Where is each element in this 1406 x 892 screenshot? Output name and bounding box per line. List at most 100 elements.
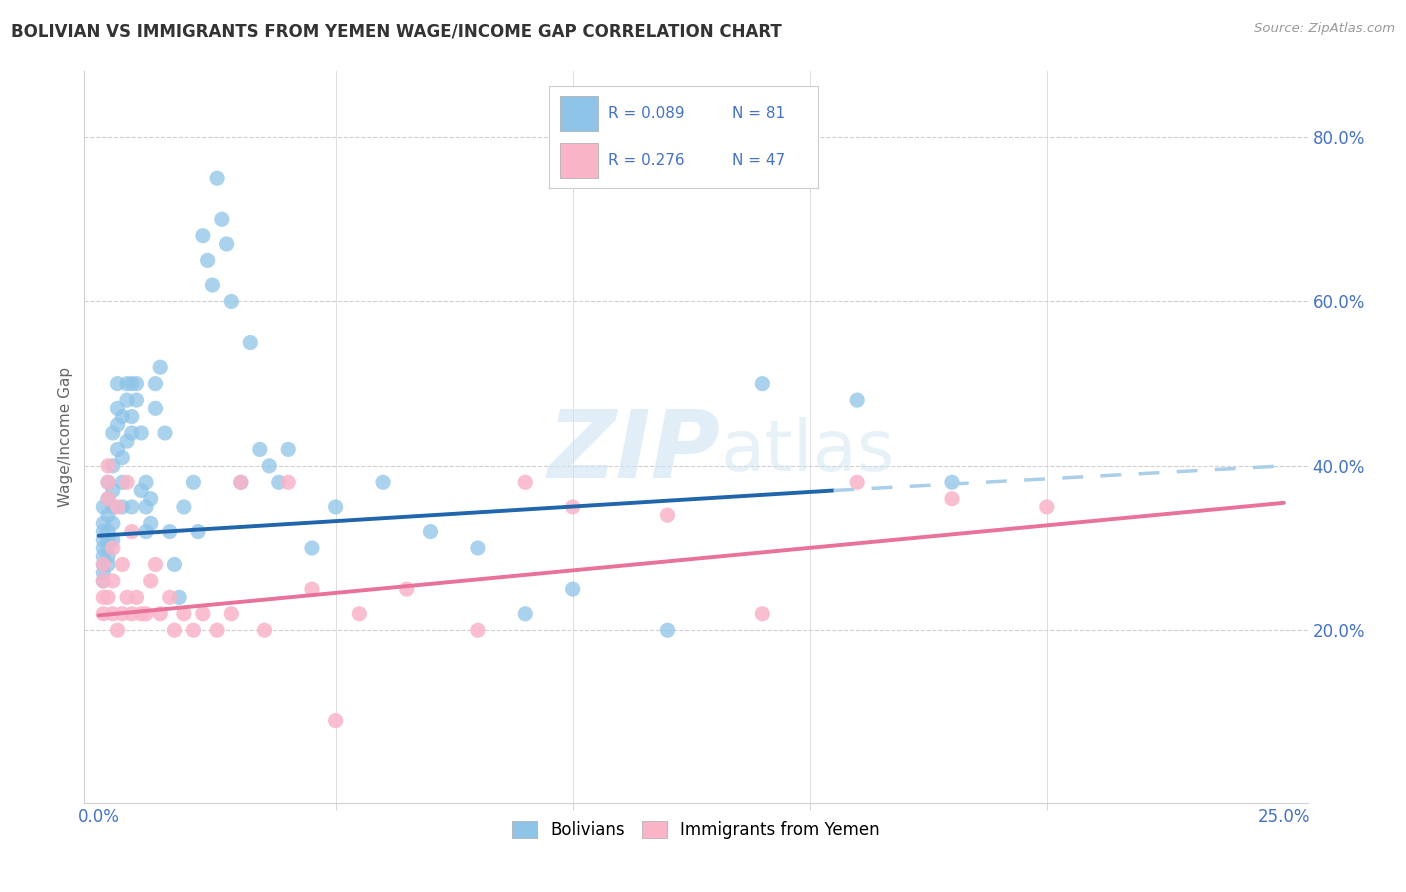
Point — [91, 558, 114, 572]
Point — [97, 541, 120, 555]
Point — [395, 582, 418, 596]
Point — [111, 409, 134, 424]
Point — [657, 624, 679, 638]
Point — [91, 549, 114, 564]
Point — [1036, 500, 1059, 514]
Point — [211, 212, 233, 227]
Point — [121, 524, 143, 539]
Point — [111, 475, 134, 490]
Point — [173, 500, 195, 514]
Point — [215, 236, 238, 251]
Point — [97, 491, 120, 506]
Point — [101, 541, 124, 555]
Point — [467, 541, 489, 555]
Point — [277, 442, 299, 457]
Point — [249, 442, 271, 457]
Point — [325, 500, 347, 514]
Point — [253, 624, 276, 638]
Point — [229, 475, 252, 490]
Point — [221, 294, 243, 309]
Point — [91, 574, 114, 588]
Point — [191, 228, 214, 243]
Point — [129, 607, 152, 621]
Point — [97, 558, 120, 572]
Point — [129, 425, 152, 440]
Point — [111, 450, 134, 465]
Point — [183, 624, 205, 638]
Point — [167, 591, 190, 605]
Point — [751, 607, 773, 621]
Point — [107, 442, 129, 457]
Point — [107, 401, 129, 416]
Point — [91, 516, 114, 531]
Point — [115, 475, 138, 490]
Point — [371, 475, 394, 490]
Point — [101, 533, 124, 547]
Point — [101, 607, 124, 621]
Point — [101, 500, 124, 514]
Point — [139, 574, 162, 588]
Y-axis label: Wage/Income Gap: Wage/Income Gap — [58, 367, 73, 508]
Point — [229, 475, 252, 490]
Point — [97, 508, 120, 523]
Point — [191, 607, 214, 621]
Point — [201, 278, 224, 293]
Point — [121, 607, 143, 621]
Point — [101, 516, 124, 531]
Point — [91, 500, 114, 514]
Text: BOLIVIAN VS IMMIGRANTS FROM YEMEN WAGE/INCOME GAP CORRELATION CHART: BOLIVIAN VS IMMIGRANTS FROM YEMEN WAGE/I… — [11, 22, 782, 40]
Point — [467, 624, 489, 638]
Point — [205, 171, 228, 186]
Text: atlas: atlas — [720, 417, 894, 486]
Point — [561, 582, 583, 596]
Point — [91, 607, 114, 621]
Point — [515, 475, 537, 490]
Point — [97, 458, 120, 473]
Point — [846, 475, 869, 490]
Point — [941, 491, 963, 506]
Point — [97, 524, 120, 539]
Point — [163, 558, 186, 572]
Point — [145, 558, 167, 572]
Text: Source: ZipAtlas.com: Source: ZipAtlas.com — [1254, 22, 1395, 36]
Point — [101, 425, 124, 440]
Point — [205, 624, 228, 638]
Point — [101, 483, 124, 498]
Point — [267, 475, 290, 490]
Point — [107, 417, 129, 432]
Point — [159, 591, 181, 605]
Point — [153, 425, 176, 440]
Point — [159, 524, 181, 539]
Point — [135, 500, 157, 514]
Point — [135, 524, 157, 539]
Point — [139, 491, 162, 506]
Point — [97, 533, 120, 547]
Point — [277, 475, 299, 490]
Point — [97, 549, 120, 564]
Point — [115, 393, 138, 408]
Point — [115, 434, 138, 449]
Point — [91, 541, 114, 555]
Point — [301, 541, 323, 555]
Text: ZIP: ZIP — [547, 406, 720, 498]
Point — [121, 409, 143, 424]
Point — [846, 393, 869, 408]
Point — [97, 475, 120, 490]
Point — [183, 475, 205, 490]
Point — [139, 516, 162, 531]
Point — [115, 376, 138, 391]
Point — [125, 376, 148, 391]
Legend: Bolivians, Immigrants from Yemen: Bolivians, Immigrants from Yemen — [506, 814, 886, 846]
Point — [91, 524, 114, 539]
Point — [97, 475, 120, 490]
Point — [91, 574, 114, 588]
Point — [97, 591, 120, 605]
Point — [197, 253, 219, 268]
Point — [125, 591, 148, 605]
Point — [125, 393, 148, 408]
Point — [91, 533, 114, 547]
Point — [101, 574, 124, 588]
Point — [91, 566, 114, 580]
Point — [419, 524, 441, 539]
Point — [121, 425, 143, 440]
